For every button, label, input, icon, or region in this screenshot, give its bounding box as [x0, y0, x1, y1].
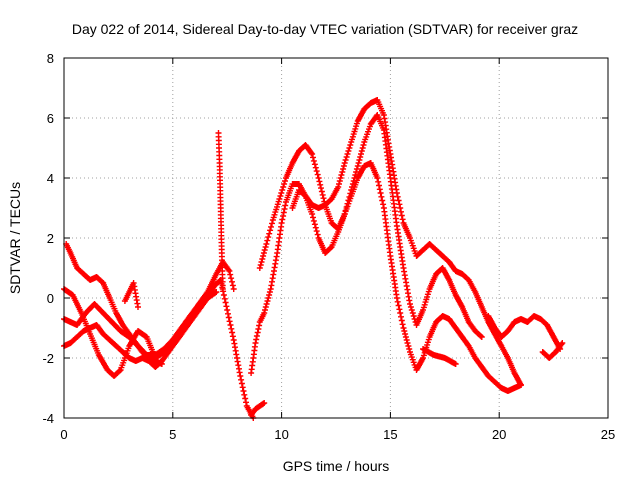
series-track-9: [256, 112, 485, 340]
y-tick-label: 4: [47, 171, 54, 186]
series-points: [420, 346, 459, 367]
tick-layer: 0 5 10 15 20 25 -4 -2 0 2 4 6 8: [42, 51, 615, 442]
series-points: [289, 160, 524, 394]
chart-title: Day 022 of 2014, Sidereal Day-to-day VTE…: [72, 21, 578, 37]
series-track-10: [289, 160, 524, 394]
data-layer: [61, 97, 566, 421]
series-track-6: [215, 130, 226, 292]
y-tick-label: 8: [47, 51, 54, 66]
series-points: [485, 313, 564, 352]
x-tick-label: 25: [601, 427, 615, 442]
series-track-11: [420, 346, 459, 367]
series-points: [256, 112, 485, 340]
x-tick-label: 20: [492, 427, 506, 442]
x-tick-label: 15: [383, 427, 397, 442]
series-points: [63, 241, 165, 367]
y-tick-label: 6: [47, 111, 54, 126]
series-track-5: [121, 280, 141, 310]
x-tick-label: 0: [60, 427, 67, 442]
y-tick-label: -4: [42, 411, 54, 426]
series-track-12: [485, 313, 564, 352]
x-tick-label: 5: [169, 427, 176, 442]
x-tick-label: 10: [274, 427, 288, 442]
series-track-13: [539, 340, 566, 361]
series-track-4: [63, 241, 165, 367]
x-axis-label: GPS time / hours: [283, 458, 390, 474]
series-track-1: [61, 277, 257, 421]
y-tick-label: -2: [42, 351, 54, 366]
series-points: [215, 130, 226, 292]
series-points: [539, 340, 566, 361]
y-axis-label: SDTVAR / TECUs: [7, 182, 23, 294]
series-points: [121, 280, 141, 310]
y-tick-label: 0: [47, 291, 54, 306]
y-tick-label: 2: [47, 231, 54, 246]
series-points: [248, 400, 268, 418]
series-track-7: [248, 400, 268, 418]
series-points: [61, 277, 257, 421]
